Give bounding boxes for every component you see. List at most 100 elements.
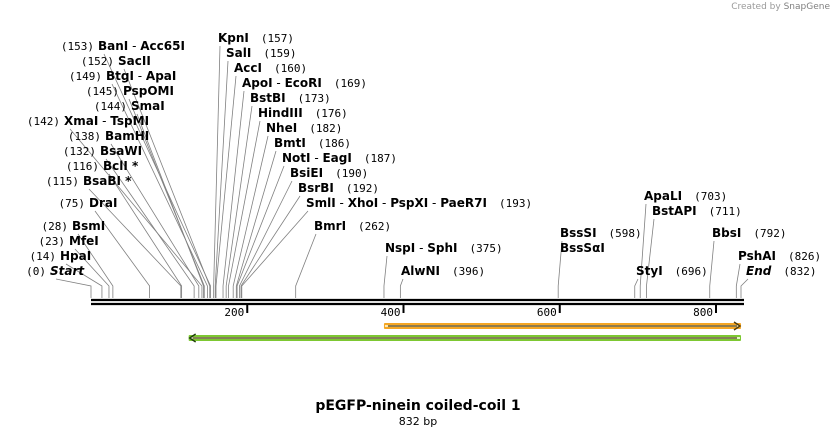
site-connector [228, 120, 261, 298]
site-connector [557, 240, 563, 298]
name-separator: - [378, 196, 390, 210]
tick-label: 600 [537, 306, 557, 319]
site-label: SmlI - XhoI - PspXI - PaeR7I [306, 196, 487, 210]
site-label: BsrBI [298, 181, 334, 195]
site-label: BstBI [250, 91, 286, 105]
name-separator: - [134, 69, 146, 83]
feature-arrows [188, 321, 742, 343]
enzyme-name: ApoI [242, 76, 273, 90]
site-position: (396) [452, 265, 485, 278]
axis-ticks: 200 400 600 800 [224, 304, 717, 319]
site-position: (703) [694, 190, 727, 203]
site-connector [105, 158, 195, 298]
site-connector [225, 105, 253, 298]
site-position: (711) [709, 205, 742, 218]
site-connector [55, 278, 92, 298]
site-label: BtgI - ApaI [106, 69, 176, 83]
site-connector [213, 45, 221, 298]
site-position: (262) [358, 220, 391, 233]
name-separator: - [428, 196, 440, 210]
site-position: (153) [61, 40, 94, 53]
plasmid-name: pEGFP-ninein coiled-coil 1 [315, 398, 521, 414]
enzyme-name: SphI [427, 241, 457, 255]
site-connector [240, 195, 301, 298]
site-position: (598) [609, 227, 642, 240]
site-connector [110, 143, 200, 298]
name-separator: - [415, 241, 427, 255]
name-separator: - [273, 76, 285, 90]
site-position: (173) [298, 92, 331, 105]
site-connector [740, 278, 749, 298]
enzyme-name: BsrBI [298, 181, 334, 195]
enzyme-name: BbsI [712, 226, 741, 240]
site-label: BmrI [314, 219, 346, 233]
site-position: (826) [788, 250, 821, 263]
site-connector [94, 210, 150, 298]
forward-feature-arrowhead [733, 321, 742, 331]
site-label: SalI [226, 46, 251, 60]
site-connector [77, 233, 114, 298]
enzyme-name: ApaLI [644, 189, 682, 203]
site-position: (792) [753, 227, 786, 240]
site-label: BmtI [274, 136, 306, 150]
enzyme-name: BmrI [314, 219, 346, 233]
enzyme-name: HpaI [60, 249, 91, 263]
sequence-backbone [91, 298, 744, 306]
enzyme-name: PshAI [738, 249, 776, 263]
site-connector [735, 263, 741, 298]
tick-label: 800 [693, 306, 713, 319]
site-connector [634, 278, 639, 298]
site-connector [214, 60, 229, 298]
enzyme-name: XhoI [348, 196, 379, 210]
name-separator: - [128, 39, 140, 53]
site-position: (832) [783, 265, 816, 278]
site-connector [709, 240, 715, 298]
tick-label: 400 [381, 306, 401, 319]
site-label: SmaI [131, 99, 165, 113]
enzyme-name: BamHI [105, 129, 149, 143]
site-label: SacII [118, 54, 151, 68]
enzyme-name: NotI [282, 151, 311, 165]
site-position: (182) [309, 122, 342, 135]
enzyme-name: PaeR7I [440, 196, 487, 210]
enzyme-name: XmaI [64, 114, 98, 128]
enzyme-name: BsmI [72, 219, 105, 233]
site-label: HpaI [60, 249, 91, 263]
credit-prefix: Created by [731, 2, 781, 12]
site-label: BsmI [72, 219, 105, 233]
site-position: (138) [68, 130, 101, 143]
site-label: StyI [636, 264, 663, 278]
site-position: (14) [30, 250, 57, 263]
site-connector [236, 165, 285, 298]
enzyme-name: SacII [118, 54, 151, 68]
site-position: (152) [81, 55, 114, 68]
site-connector [88, 188, 182, 298]
site-position: (696) [675, 265, 708, 278]
snapgene-brand: SnapGene [783, 2, 830, 12]
site-label: Start [50, 264, 85, 278]
snapgene-credit: Created by SnapGene [731, 2, 830, 12]
enzyme-name: HindIII [258, 106, 303, 120]
site-position: (159) [263, 47, 296, 60]
site-label: BamHI [105, 129, 149, 143]
enzyme-name: BtgI [106, 69, 134, 83]
site-label: XmaI - TspMI [64, 114, 149, 128]
enzyme-name: AccI [234, 61, 262, 75]
site-position: (132) [63, 145, 96, 158]
enzyme-name: BsaBI * [83, 174, 132, 188]
site-label: BanI - Acc65I [98, 39, 185, 53]
site-position: (28) [42, 220, 69, 233]
site-label: AccI [234, 61, 262, 75]
enzyme-name: BstBI [250, 91, 286, 105]
site-position: (149) [69, 70, 102, 83]
enzyme-name: Acc65I [140, 39, 185, 53]
enzyme-name: SmaI [131, 99, 165, 113]
site-label: BssSI [560, 226, 597, 240]
site-connector [399, 278, 404, 298]
site-label: End [746, 264, 772, 278]
enzyme-name: BsiEI [290, 166, 323, 180]
reverse-feature-arrowhead [188, 333, 197, 343]
site-connector [241, 210, 309, 298]
site-connector [74, 248, 110, 298]
site-connector [239, 180, 293, 298]
